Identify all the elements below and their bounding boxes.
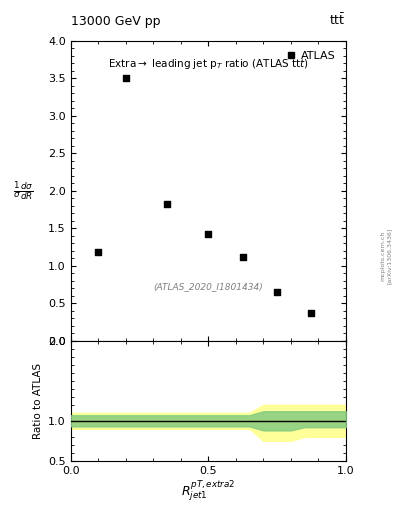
Point xyxy=(123,74,129,82)
Text: [arXiv:1306.3436]: [arXiv:1306.3436] xyxy=(387,228,391,284)
Point xyxy=(164,200,170,208)
Point xyxy=(274,288,280,296)
Legend: ATLAS: ATLAS xyxy=(282,47,340,66)
Y-axis label: $\frac{1}{\sigma}\frac{d\sigma}{dR}$: $\frac{1}{\sigma}\frac{d\sigma}{dR}$ xyxy=(13,180,33,202)
X-axis label: $R_{jet1}^{pT,extra2}$: $R_{jet1}^{pT,extra2}$ xyxy=(181,480,235,504)
Point xyxy=(205,229,211,238)
Text: Extra$\rightarrow$ leading jet p$_T$ ratio (ATLAS tt$\bar{t}$): Extra$\rightarrow$ leading jet p$_T$ rat… xyxy=(108,56,309,72)
Y-axis label: Ratio to ATLAS: Ratio to ATLAS xyxy=(33,363,42,439)
Point xyxy=(239,253,246,261)
Text: tt$\bar{\mathrm{t}}$: tt$\bar{\mathrm{t}}$ xyxy=(329,13,346,28)
Point xyxy=(95,248,101,257)
Text: (ATLAS_2020_I1801434): (ATLAS_2020_I1801434) xyxy=(153,282,263,291)
Text: mcplots.cern.ch: mcplots.cern.ch xyxy=(381,231,386,281)
Text: 13000 GeV pp: 13000 GeV pp xyxy=(71,15,160,28)
Point xyxy=(308,309,314,317)
